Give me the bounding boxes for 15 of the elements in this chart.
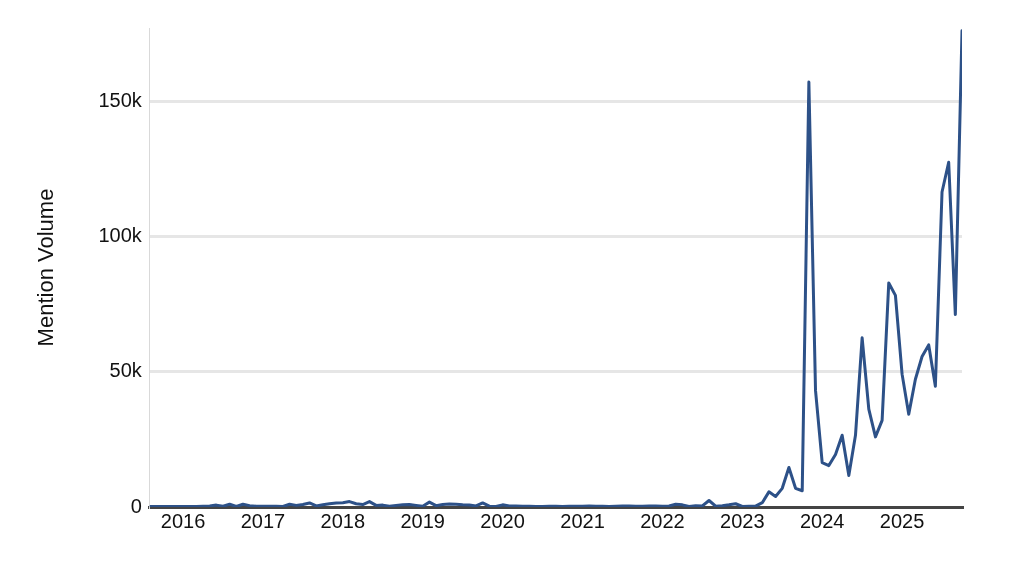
x-tick-label: 2023 [720, 509, 765, 532]
y-tick-label: 150k [98, 88, 143, 111]
x-tick-label: 2021 [560, 509, 605, 532]
y-axis-title: Mention Volume [33, 188, 59, 347]
x-tick-label: 2019 [400, 509, 445, 532]
x-tick-label: 2017 [240, 509, 286, 532]
x-tick-label: 2025 [879, 509, 925, 532]
x-tick-label: 2022 [640, 509, 685, 532]
x-tick-label: 2016 [160, 509, 206, 532]
x-tick-label: 2020 [480, 509, 525, 532]
x-tick-label: 2018 [320, 509, 366, 532]
y-tick-label: 50k [109, 359, 143, 382]
y-tick-label: 0 [130, 494, 142, 517]
y-tick-label: 100k [98, 223, 143, 246]
x-tick-label: 2024 [799, 509, 845, 532]
